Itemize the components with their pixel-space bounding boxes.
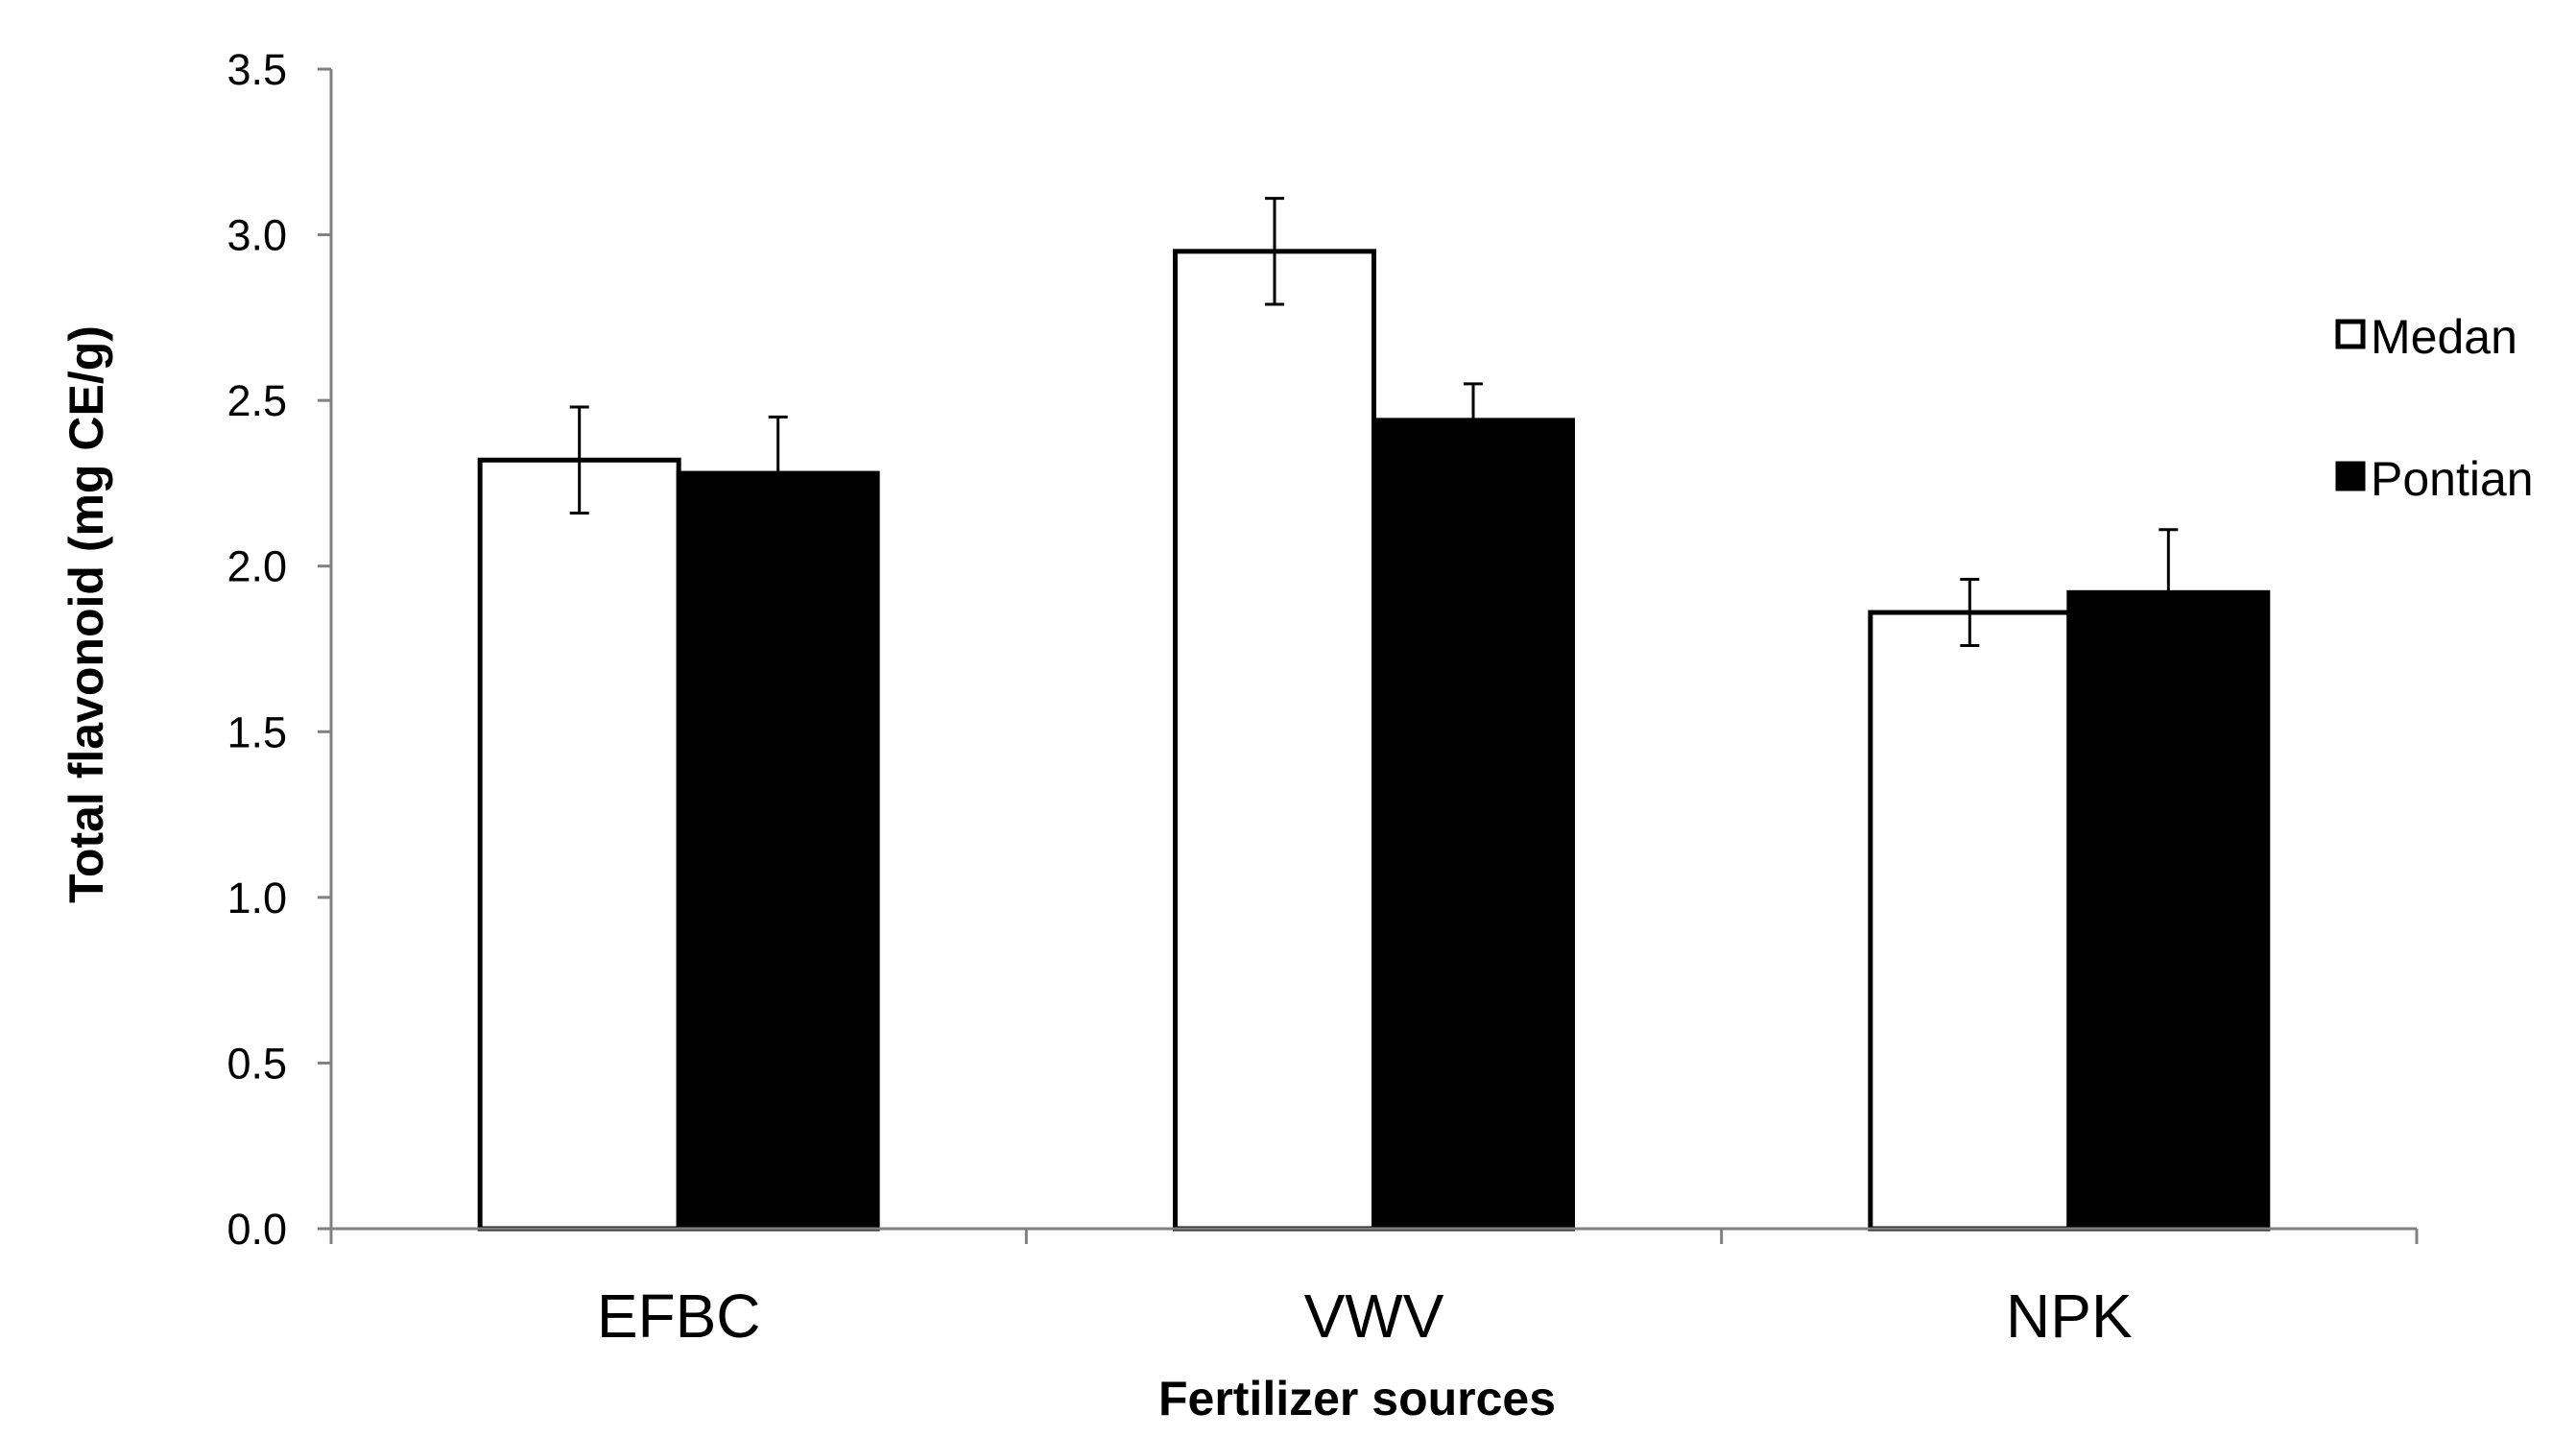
error-bar — [1464, 382, 1483, 459]
y-tick-label: 2.5 — [227, 376, 287, 425]
x-axis-title: Fertilizer sources — [1158, 1372, 1556, 1425]
legend-swatch-medan — [2335, 319, 2366, 349]
x-category-label: VWV — [1304, 1281, 1444, 1351]
x-category-label: EFBC — [597, 1281, 761, 1351]
y-tick-label: 0.5 — [227, 1039, 287, 1088]
y-tick-label: 3.0 — [227, 211, 287, 260]
bar-pontian-npk — [2066, 589, 2271, 1232]
x-ticks: EFBC VWV NPK — [329, 1229, 2419, 1351]
y-tick-label: 1.5 — [227, 707, 287, 756]
bar-medan-npk — [1868, 610, 2072, 1232]
y-ticks: 0.0 0.5 1.0 1.5 2.0 2.5 3.0 3.5 — [227, 45, 331, 1254]
error-bar — [2159, 528, 2179, 658]
error-bars-layer — [569, 197, 2179, 658]
bars-layer — [477, 249, 2271, 1232]
legend-label-medan: Medan — [2371, 310, 2517, 364]
legend: Medan Pontian — [2335, 310, 2534, 506]
error-bar — [1265, 197, 1284, 306]
legend-swatch-pontian — [2335, 461, 2366, 491]
bar-pontian-vwv — [1371, 418, 1575, 1232]
y-tick-label: 2.0 — [227, 542, 287, 591]
bar-pontian-efbc — [676, 470, 880, 1232]
axes-layer — [329, 69, 2417, 1231]
legend-label-pontian: Pontian — [2371, 452, 2534, 506]
y-tick-label: 1.0 — [227, 874, 287, 922]
error-bar — [1960, 578, 1980, 648]
y-tick-label: 0.0 — [227, 1205, 287, 1254]
y-axis-title: Total flavonoid (mg CE/g) — [60, 325, 113, 903]
x-category-label: NPK — [2006, 1281, 2133, 1351]
y-tick-label: 3.5 — [227, 45, 287, 94]
error-bar — [768, 415, 788, 532]
bar-medan-efbc — [477, 457, 681, 1232]
error-bar — [569, 405, 589, 515]
bar-medan-vwv — [1173, 249, 1376, 1232]
